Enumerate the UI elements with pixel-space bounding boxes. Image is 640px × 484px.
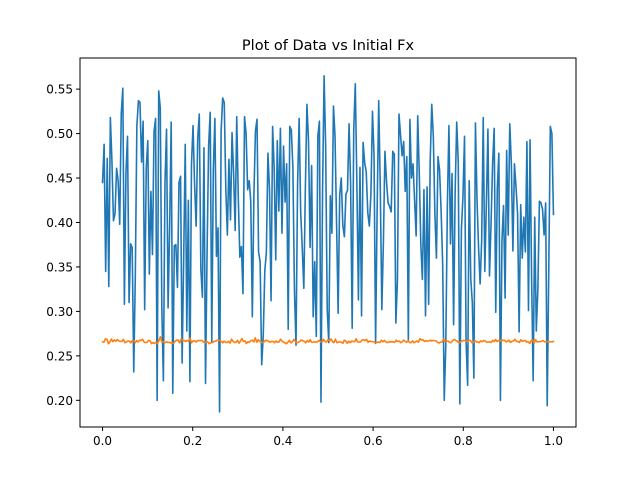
y-tick-label: 0.40 (46, 216, 73, 230)
x-tick-label: 0.0 (93, 434, 112, 448)
x-tick-label: 0.2 (183, 434, 202, 448)
y-tick-label: 0.20 (46, 394, 73, 408)
series-layer (101, 74, 555, 413)
y-tick-label: 0.55 (46, 83, 73, 97)
x-tick-label: 1.0 (544, 434, 563, 448)
series-line-1 (101, 74, 555, 413)
y-tick-label: 0.35 (46, 260, 73, 274)
chart-title: Plot of Data vs Initial Fx (242, 38, 415, 54)
x-tick-label: 0.4 (273, 434, 292, 448)
y-tick-label: 0.45 (46, 172, 73, 186)
series-line-2 (101, 335, 555, 345)
y-tick-label: 0.50 (46, 127, 73, 141)
x-tick-label: 0.6 (364, 434, 383, 448)
x-tick-label: 0.8 (454, 434, 473, 448)
x-axis: 0.0 0.2 0.4 0.6 0.8 1.0 (93, 427, 563, 448)
y-axis: 0.20 0.25 0.30 0.35 0.40 0.45 0.50 0.55 (46, 83, 80, 408)
y-tick-label: 0.25 (46, 349, 73, 363)
plot-frame (79, 57, 577, 428)
y-tick-label: 0.30 (46, 305, 73, 319)
